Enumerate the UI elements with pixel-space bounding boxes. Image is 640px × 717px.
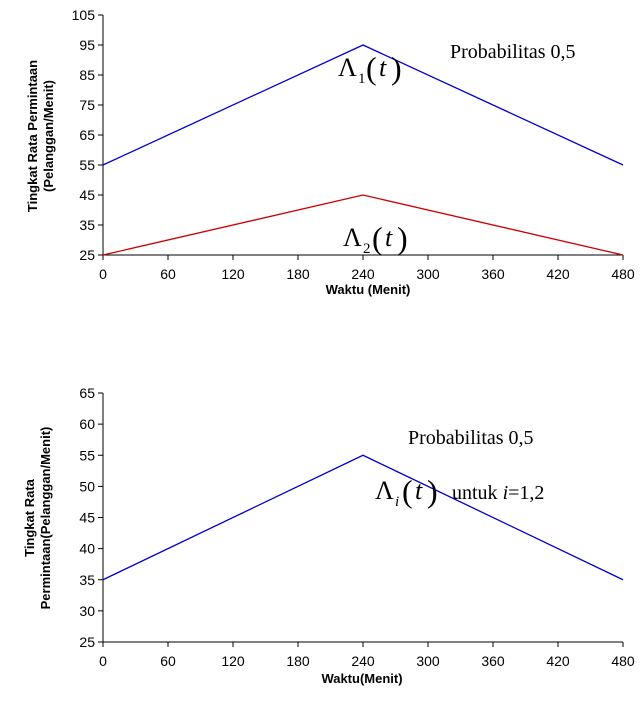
annotation-probability: Probabilitas 0,5 — [408, 427, 534, 449]
y-tick-label: 50 — [79, 478, 95, 494]
y-tick-label: 95 — [79, 37, 95, 53]
y-tick-label: 55 — [79, 157, 95, 173]
x-tick-label: 360 — [481, 266, 505, 282]
label-close-paren: ) — [391, 50, 402, 86]
y-tick-label: 60 — [79, 416, 95, 432]
label-open-paren: ( — [366, 50, 377, 86]
x-tick-label: 0 — [99, 653, 107, 669]
series-label-lambda-i: Λ i ( t ) untuk i=1,2 — [375, 473, 544, 510]
y-tick-label: 65 — [79, 385, 95, 401]
label-argument: t — [415, 476, 423, 505]
y-tick-label: 30 — [79, 603, 95, 619]
y-axis-title-line2: Permintaan(Pelanggan/Menit) — [38, 427, 53, 610]
suffix-var: i — [503, 482, 509, 504]
label-argument: t — [379, 53, 387, 82]
y-tick-label: 55 — [79, 447, 95, 463]
chart-bottom: 25 30 35 40 45 50 55 60 65 0 60 120 180 240 300 360 420… — [22, 385, 635, 686]
label-close-paren: ) — [397, 220, 408, 256]
x-tick-label: 420 — [546, 266, 570, 282]
label-symbol: Λ — [343, 223, 362, 252]
x-tick-label: 480 — [611, 653, 635, 669]
x-tick-label: 180 — [286, 653, 310, 669]
x-tick-label: 0 — [99, 266, 107, 282]
y-tick-label: 45 — [79, 187, 95, 203]
y-tick-label: 85 — [79, 67, 95, 83]
label-symbol: Λ — [338, 53, 357, 82]
x-tick-label: 120 — [221, 653, 245, 669]
y-tick-label: 25 — [79, 247, 95, 263]
x-tick-label: 240 — [351, 266, 375, 282]
x-tick-label: 480 — [611, 266, 635, 282]
y-axis-title-line1: Tingkat Rata Permintaan — [25, 60, 40, 212]
label-subscript: 2 — [363, 241, 371, 257]
x-tick-label: 240 — [351, 653, 375, 669]
y-tick-label: 35 — [79, 217, 95, 233]
series-group — [102, 44, 624, 256]
y-tick-label: 45 — [79, 510, 95, 526]
x-tick-label: 360 — [481, 653, 505, 669]
label-subscript: 1 — [358, 71, 366, 87]
x-ticks: 0 60 120 180 240 300 360 420 480 — [99, 642, 635, 669]
suffix-post: =1,2 — [508, 482, 544, 504]
label-subscript: i — [395, 494, 399, 510]
chart-top: 25 35 45 55 65 75 85 95 105 0 60 120 180 240 300 360 42… — [25, 7, 635, 297]
x-ticks: 0 60 120 180 240 300 360 420 480 — [99, 255, 635, 282]
series-label-lambda1: Λ 1 ( t ) — [338, 50, 402, 87]
x-tick-label: 300 — [416, 653, 440, 669]
series-group — [102, 454, 624, 581]
series-line-1 — [102, 44, 624, 166]
y-ticks: 25 30 35 40 45 50 55 60 65 — [79, 385, 103, 650]
label-argument: t — [385, 223, 393, 252]
label-open-paren: ( — [402, 473, 413, 509]
y-axis-title-line2: (Pelanggan/Menit) — [41, 80, 56, 192]
x-axis-title: Waktu (Menit) — [326, 282, 411, 297]
y-axis-title-line1: Tingkat Rata — [22, 478, 37, 557]
label-suffix: untuk i=1,2 — [452, 482, 544, 504]
series-label-lambda2: Λ 2 ( t ) — [343, 220, 408, 257]
y-tick-label: 65 — [79, 127, 95, 143]
y-ticks: 25 35 45 55 65 75 85 95 105 — [72, 7, 103, 263]
series-line-1 — [102, 454, 624, 581]
x-tick-label: 60 — [160, 266, 176, 282]
x-tick-label: 420 — [546, 653, 570, 669]
suffix-pre: untuk — [452, 482, 503, 504]
x-axis-title: Waktu(Menit) — [321, 671, 402, 686]
annotation-probability: Probabilitas 0,5 — [450, 41, 576, 63]
x-tick-label: 120 — [221, 266, 245, 282]
y-tick-label: 35 — [79, 572, 95, 588]
label-close-paren: ) — [427, 473, 438, 509]
series-line-2 — [102, 194, 624, 256]
y-tick-label: 40 — [79, 541, 95, 557]
y-tick-label: 75 — [79, 97, 95, 113]
label-open-paren: ( — [372, 220, 383, 256]
x-tick-label: 60 — [160, 653, 176, 669]
y-tick-label: 105 — [72, 7, 96, 23]
label-symbol: Λ — [375, 476, 394, 505]
x-tick-label: 300 — [416, 266, 440, 282]
x-tick-label: 180 — [286, 266, 310, 282]
y-tick-label: 25 — [79, 634, 95, 650]
